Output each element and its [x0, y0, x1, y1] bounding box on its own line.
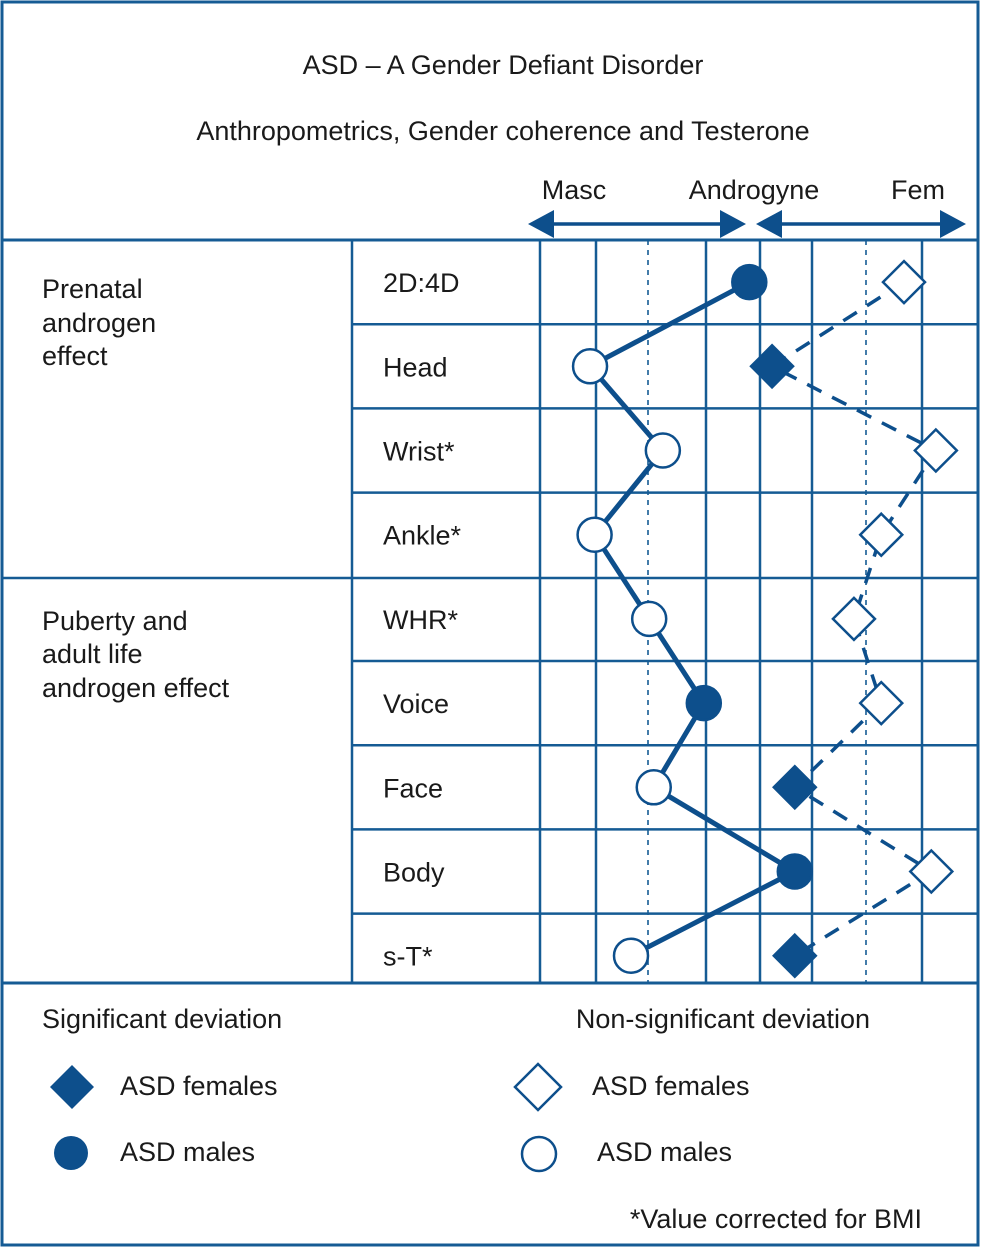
male-marker-significant: [776, 853, 814, 890]
legend: Significant deviation Non-significant de…: [42, 1004, 870, 1173]
asd-males-line: [587, 279, 798, 958]
asd-males-series: [571, 263, 814, 974]
female-marker-significant: [772, 764, 818, 811]
footnote: *Value corrected for BMI: [630, 1204, 922, 1234]
legend-sig-males-label: ASD males: [120, 1137, 255, 1167]
female-marker: [831, 596, 877, 642]
male-marker-significant: [731, 263, 768, 301]
row-label: WHR*: [383, 605, 458, 635]
section-label-puberty: Puberty and adult life androgen effect: [42, 606, 230, 703]
figure-title: ASD – A Gender Defiant Disorder: [303, 50, 704, 80]
fem-arrow: [756, 210, 966, 238]
row-labels: 2D:4D Head Wrist* Ankle* WHR* Voice Face Body s-…: [383, 268, 462, 972]
legend-sig-females-label: ASD females: [120, 1071, 278, 1101]
masc-arrow: [528, 210, 746, 238]
scale-label-androgyne: Androgyne: [689, 175, 820, 205]
row-label: Face: [383, 773, 443, 803]
row-label: Voice: [383, 689, 449, 719]
male-marker: [635, 769, 672, 806]
female-marker: [908, 848, 955, 895]
row-label: 2D:4D: [383, 268, 460, 298]
row-label: Ankle*: [383, 521, 462, 551]
row-label: Wrist*: [383, 437, 455, 467]
legend-open-circle-icon: [520, 1135, 558, 1173]
section-label-prenatal: Prenatal androgen effect: [42, 274, 164, 371]
row-label: Head: [383, 352, 448, 382]
male-marker: [612, 937, 650, 974]
female-marker: [858, 680, 905, 726]
female-marker: [913, 427, 959, 474]
scale-label-masc: Masc: [542, 175, 607, 205]
asd-females-series: [749, 259, 959, 979]
female-marker: [858, 511, 905, 558]
legend-filled-circle-icon: [54, 1136, 88, 1170]
scale-label-fem: Fem: [891, 175, 945, 205]
female-marker: [881, 259, 927, 305]
female-marker-significant: [749, 343, 795, 390]
male-marker: [630, 600, 668, 638]
row-label: s-T*: [383, 942, 433, 972]
legend-open-diamond-icon: [513, 1062, 563, 1112]
male-marker: [644, 432, 682, 469]
legend-nonsignificant-title: Non-significant deviation: [576, 1004, 870, 1034]
legend-nonsig-males-label: ASD males: [597, 1137, 732, 1167]
male-marker: [571, 348, 609, 385]
female-marker-significant: [772, 932, 818, 979]
male-marker-significant: [685, 684, 723, 722]
asd-females-line: [768, 280, 939, 958]
row-label: Body: [383, 858, 445, 888]
legend-nonsig-females-label: ASD females: [592, 1071, 750, 1101]
male-marker: [576, 516, 613, 553]
legend-significant-title: Significant deviation: [42, 1004, 282, 1034]
figure-subtitle: Anthropometrics, Gender coherence and Te…: [196, 116, 809, 146]
legend-filled-diamond-icon: [50, 1065, 94, 1109]
